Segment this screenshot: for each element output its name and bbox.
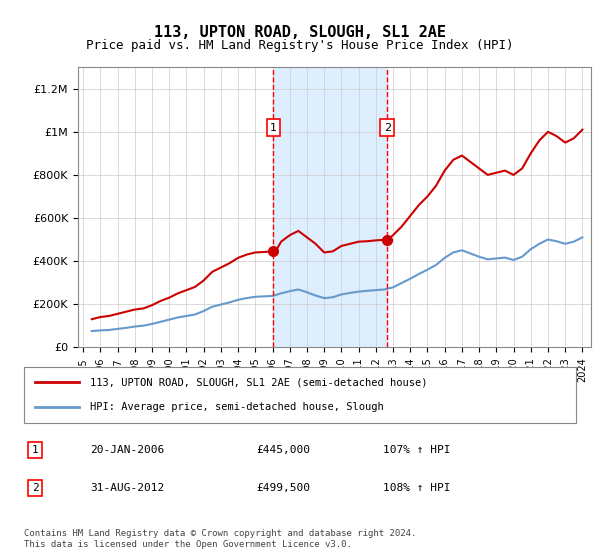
Text: 1: 1 xyxy=(270,123,277,133)
Text: 31-AUG-2012: 31-AUG-2012 xyxy=(90,483,164,493)
Bar xyxy=(274,67,388,347)
Text: HPI: Average price, semi-detached house, Slough: HPI: Average price, semi-detached house,… xyxy=(90,402,384,412)
Text: 2: 2 xyxy=(32,483,38,493)
Text: 113, UPTON ROAD, SLOUGH, SL1 2AE (semi-detached house): 113, UPTON ROAD, SLOUGH, SL1 2AE (semi-d… xyxy=(90,377,428,388)
Text: 113, UPTON ROAD, SLOUGH, SL1 2AE: 113, UPTON ROAD, SLOUGH, SL1 2AE xyxy=(154,25,446,40)
Text: £499,500: £499,500 xyxy=(256,483,310,493)
Text: 107% ↑ HPI: 107% ↑ HPI xyxy=(383,445,450,455)
FancyBboxPatch shape xyxy=(24,367,576,423)
Text: 20-JAN-2006: 20-JAN-2006 xyxy=(90,445,164,455)
Text: 1: 1 xyxy=(32,445,38,455)
Text: Price paid vs. HM Land Registry's House Price Index (HPI): Price paid vs. HM Land Registry's House … xyxy=(86,39,514,52)
Text: 2: 2 xyxy=(384,123,391,133)
Text: 108% ↑ HPI: 108% ↑ HPI xyxy=(383,483,450,493)
Text: Contains HM Land Registry data © Crown copyright and database right 2024.
This d: Contains HM Land Registry data © Crown c… xyxy=(24,529,416,549)
Text: £445,000: £445,000 xyxy=(256,445,310,455)
